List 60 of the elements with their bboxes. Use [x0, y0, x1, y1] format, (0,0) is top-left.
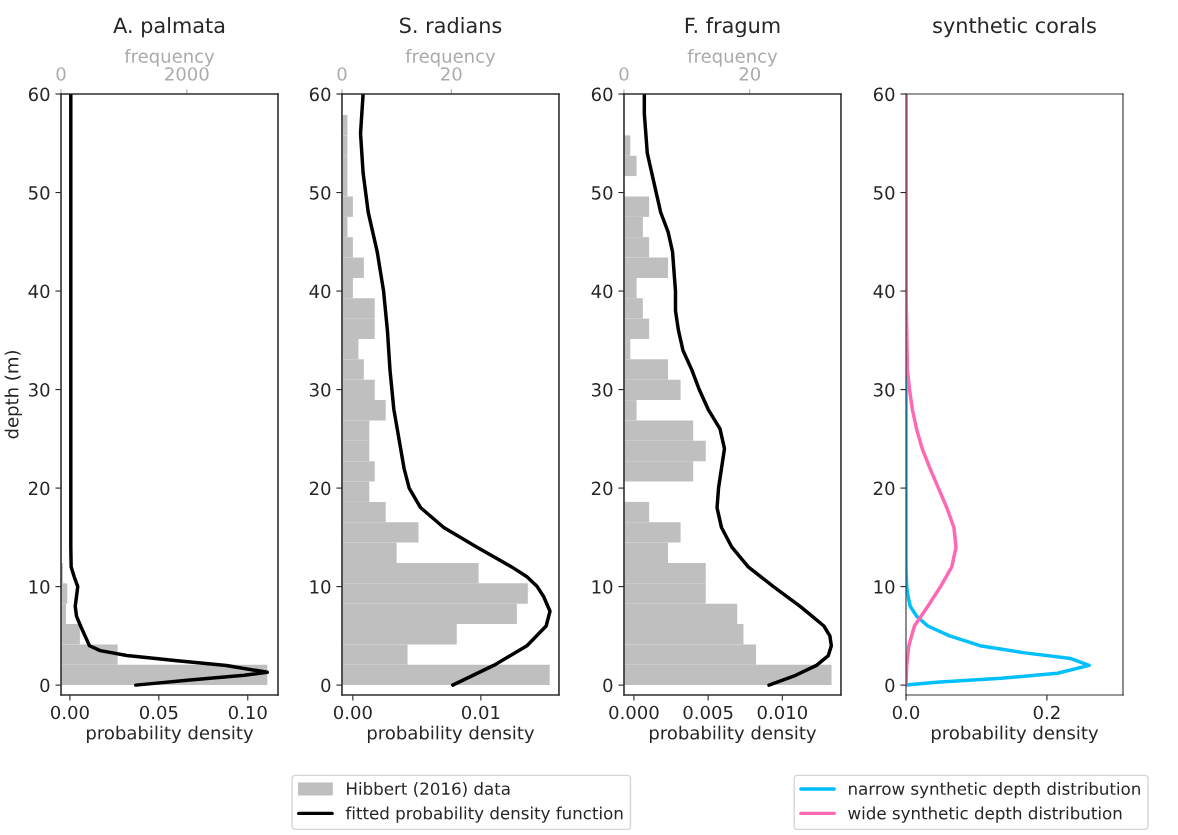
x-tick-label: 0.2 — [1033, 705, 1060, 720]
y-tick-label: 50 — [29, 186, 50, 200]
y-tick-label: 60 — [591, 87, 613, 102]
x-tick-label: 0.005 — [683, 705, 733, 720]
x2-axis-title: frequency — [124, 48, 215, 67]
legend-label: fitted probability density function — [345, 806, 623, 823]
x-tick-label: 0.01 — [461, 705, 500, 720]
y-tick-label: 40 — [28, 284, 50, 299]
y-tick-label: 20 — [873, 481, 895, 496]
x2-axis-title: frequency — [405, 48, 496, 67]
y-tick-label: 30 — [873, 383, 895, 397]
y-tick-label: 40 — [309, 284, 331, 299]
y-tick-label: 0 — [885, 678, 895, 693]
x2-axis-title: frequency — [687, 48, 778, 67]
x-tick-label: 0.05 — [139, 705, 178, 720]
y-tick-label: 0 — [321, 678, 331, 693]
x-tick-label: 0.10 — [228, 705, 267, 720]
y-tick-label: 20 — [28, 481, 50, 496]
y-tick-label: 0 — [603, 678, 613, 693]
y-tick-label: 10 — [310, 580, 331, 594]
x-axis-title: probability density — [87, 725, 254, 744]
y-tick-label: 50 — [874, 186, 895, 200]
y-tick-label: 30 — [309, 383, 331, 397]
chart-title: S. radians — [400, 17, 502, 34]
chart-title: F. fragum — [685, 17, 780, 38]
y-tick-label: 60 — [873, 87, 895, 102]
x2-tick-label: 20 — [441, 67, 462, 81]
y-tick-label: 30 — [29, 383, 50, 397]
x-axis-title: probability density — [649, 725, 817, 744]
x2-tick-label: 0 — [337, 67, 347, 81]
y-tick-label: 20 — [309, 481, 331, 496]
chart-title: synthetic corals — [933, 17, 1096, 38]
y-tick-label: 60 — [309, 87, 331, 102]
x-axis-title: probability density — [367, 725, 535, 744]
y-tick-label: 20 — [591, 481, 613, 496]
x-axis-title: probability density — [932, 725, 1099, 744]
y-tick-label: 40 — [591, 284, 613, 299]
y-tick-label: 0 — [40, 678, 50, 693]
x-tick-label: 0.010 — [757, 705, 807, 720]
y-tick-label: 10 — [592, 580, 613, 594]
chart-title: A. palmata — [113, 17, 225, 38]
y-tick-label: 40 — [873, 284, 895, 299]
x2-tick-label: 0 — [619, 67, 629, 81]
y-tick-label: 10 — [874, 580, 895, 594]
x2-tick-label: 0 — [56, 67, 66, 81]
y-axis-title: depth (m) — [4, 351, 23, 439]
y-tick-label: 50 — [591, 186, 613, 200]
x2-tick-label: 20 — [739, 67, 761, 81]
x-tick-label: 0.00 — [51, 705, 89, 720]
x-tick-label: 0.00 — [333, 705, 372, 720]
y-tick-label: 30 — [591, 383, 613, 397]
y-tick-label: 60 — [28, 87, 50, 102]
x-tick-label: 0.000 — [609, 705, 659, 720]
x2-tick-label: 2000 — [165, 67, 209, 81]
x-tick-label: 0.0 — [892, 705, 920, 720]
y-tick-label: 50 — [309, 186, 331, 200]
y-tick-label: 10 — [29, 580, 50, 594]
legend-label: Hibbert (2016) data — [347, 782, 510, 797]
legend-label: wide synthetic depth distribution — [848, 806, 1122, 823]
legend-label: narrow synthetic depth distribution — [849, 782, 1140, 799]
